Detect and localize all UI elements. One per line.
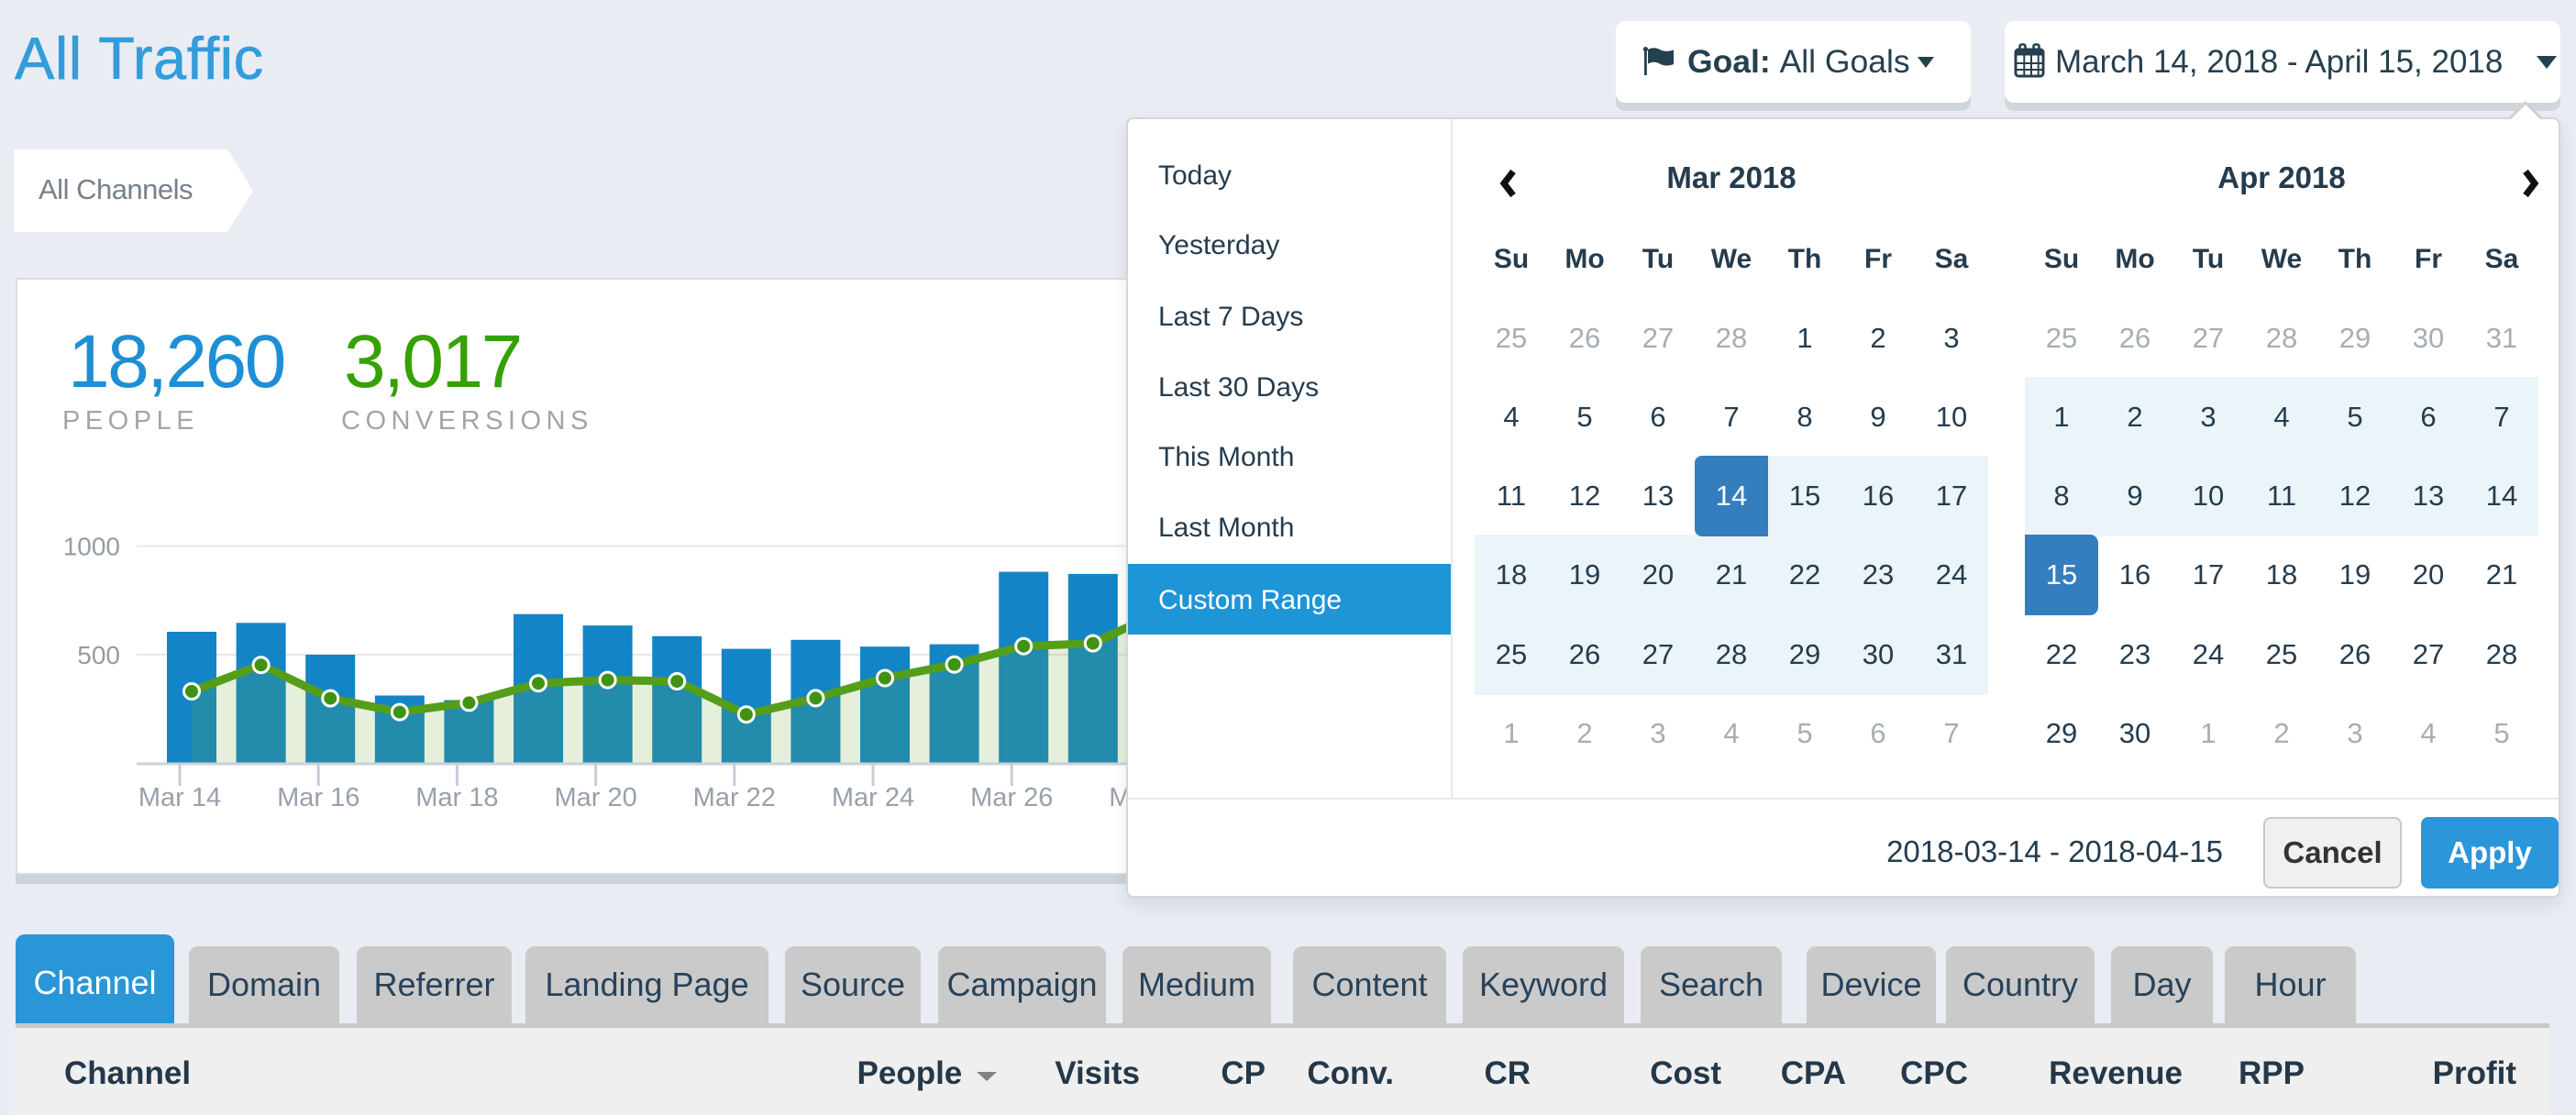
svg-text:Mar 16: Mar 16 [277,783,359,812]
svg-text:Mar 18: Mar 18 [415,783,498,812]
svg-text:Mar 22: Mar 22 [693,783,776,812]
svg-text:Mar 26: Mar 26 [970,783,1053,812]
svg-text:Mar 20: Mar 20 [554,783,636,812]
svg-text:1000: 1000 [63,533,120,561]
svg-text:500: 500 [77,641,120,669]
svg-text:Mar 24: Mar 24 [832,783,914,812]
svg-text:Mar 14: Mar 14 [138,783,221,812]
